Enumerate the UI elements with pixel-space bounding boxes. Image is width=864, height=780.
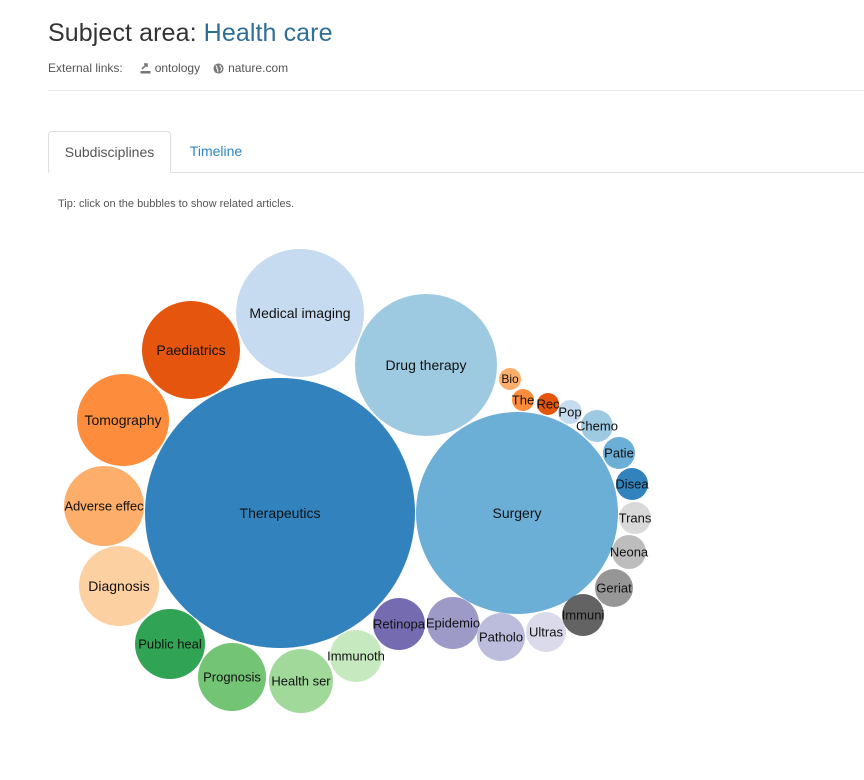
bubble-epidemio[interactable] [427,597,479,649]
bubble-rec[interactable] [537,393,559,415]
tab-timeline[interactable]: Timeline [189,143,243,159]
bubble-surgery[interactable] [416,412,618,614]
bubble-prognosis[interactable] [198,643,266,711]
bubble-drug-therapy[interactable] [355,294,497,436]
bubble-bio[interactable] [499,368,521,390]
bubble-the[interactable] [512,389,534,411]
bubble-disea[interactable] [616,468,648,500]
bubble-neona[interactable] [612,535,646,569]
bubble-patholo[interactable] [477,613,525,661]
bubble-public-heal[interactable] [135,609,205,679]
external-links: External links: ontology nature.com [48,61,301,75]
bubble-chemo[interactable] [581,410,613,442]
bubble-immunoth[interactable] [330,630,382,682]
bubble-immuni[interactable] [562,594,604,636]
bubble-ultras[interactable] [526,612,566,652]
bubble-tomography[interactable] [77,374,169,466]
tab-bar: Subdisciplines Timeline [48,131,864,173]
bubble-health-ser[interactable] [269,649,333,713]
page-title: Subject area: Health care [48,19,333,48]
bubble-adverse-effec[interactable] [64,466,144,546]
bubble-paediatrics[interactable] [142,301,240,399]
header-divider [48,90,864,91]
globe-icon [213,62,224,74]
bubble-therapeutics[interactable] [145,378,415,648]
bubble-patie[interactable] [603,437,635,469]
bubble-pop[interactable] [558,400,582,424]
bubble-trans[interactable] [619,502,651,534]
subject-name: Health care [203,19,333,47]
ontology-link[interactable]: ontology [140,61,200,75]
export-icon [140,62,151,73]
external-links-label: External links: [48,61,123,75]
nature-link-label: nature.com [228,61,289,75]
bubble-geriat[interactable] [595,569,633,607]
bubble-retinopa[interactable] [373,598,425,650]
bubble-medical-imaging[interactable] [236,249,364,377]
ontology-link-label: ontology [154,61,201,75]
nature-link[interactable]: nature.com [213,61,288,75]
title-prefix: Subject area: [48,19,204,47]
tab-subdisciplines[interactable]: Subdisciplines [48,131,171,173]
bubble-diagnosis[interactable] [79,546,159,626]
tip-text: Tip: click on the bubbles to show relate… [58,198,295,210]
